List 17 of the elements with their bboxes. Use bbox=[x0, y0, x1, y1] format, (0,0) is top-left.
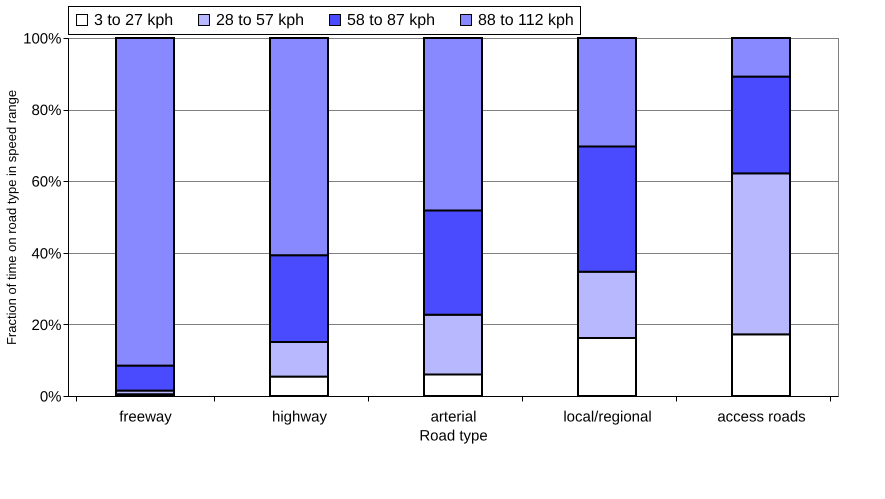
legend-label: 3 to 27 kph bbox=[94, 12, 174, 29]
legend-label: 28 to 57 kph bbox=[216, 12, 304, 29]
y-tick-label: 40% bbox=[31, 245, 62, 262]
x-axis-title: Road type bbox=[419, 428, 488, 444]
x-tick-label: local/regional bbox=[563, 408, 652, 426]
x-tick-label: highway bbox=[272, 408, 328, 426]
y-tick-label: 0% bbox=[40, 388, 62, 406]
legend-label: 58 to 87 kph bbox=[347, 12, 436, 29]
x-tick-label: freeway bbox=[119, 408, 172, 426]
x-tick-label: access roads bbox=[717, 408, 806, 426]
y-tick-label: 20% bbox=[31, 316, 62, 334]
legend-label: 88 to 112 kph bbox=[478, 12, 574, 29]
y-tick-label: 80% bbox=[31, 102, 62, 120]
y-tick-label: 100% bbox=[23, 30, 62, 48]
x-tick-label: arterial bbox=[430, 408, 476, 426]
y-tick-label: 60% bbox=[31, 174, 62, 191]
y-axis-title: Fraction of time on road type in speed range bbox=[4, 90, 20, 346]
